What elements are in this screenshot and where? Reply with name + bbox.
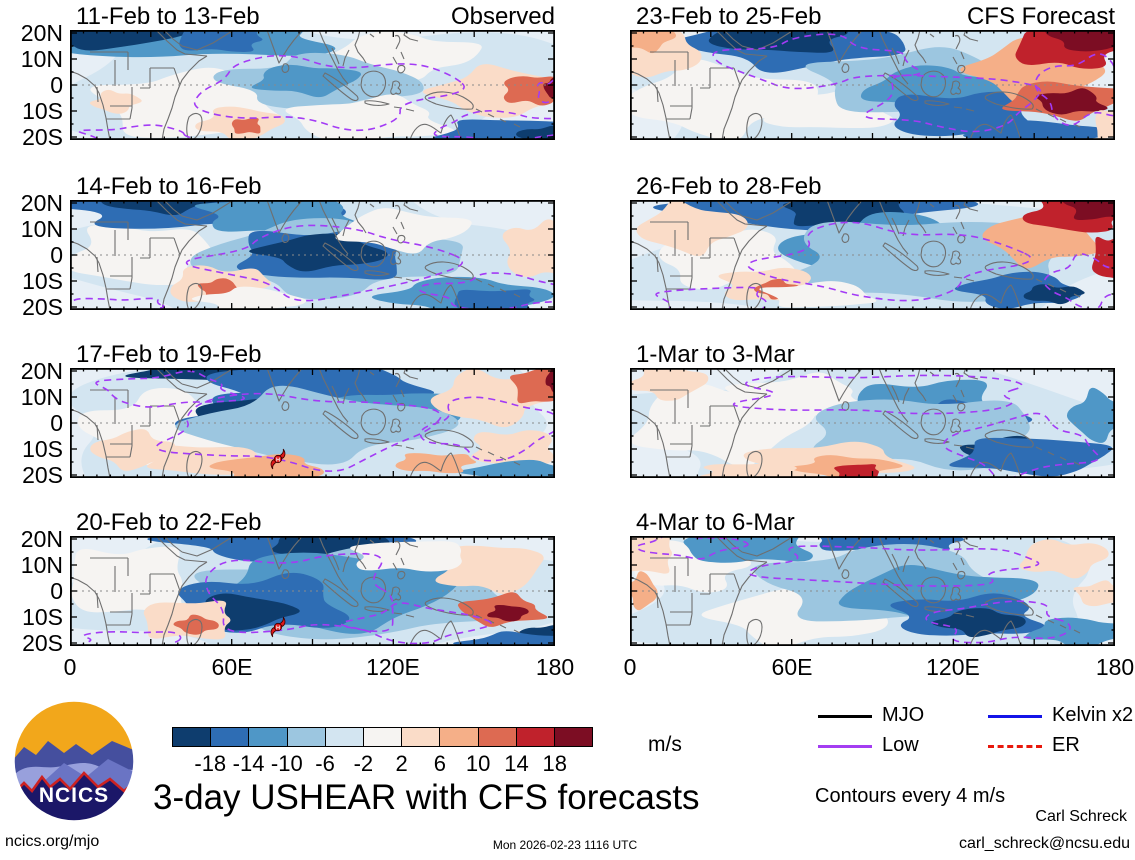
x-tick-label: 0 (63, 654, 77, 680)
generation-timestamp: Mon 2026-02-23 1116 UTC (492, 838, 638, 852)
shear-map (630, 368, 1115, 478)
panel-date-range: 23-Feb to 25-Feb (636, 3, 822, 30)
colorbar-tick-label: 14 (504, 751, 529, 776)
y-tick-label: 20N (20, 190, 63, 216)
y-tick-label: 10N (20, 46, 63, 72)
colorbar (172, 727, 593, 747)
panel-date-range: 1-Mar to 3-Mar (636, 341, 795, 368)
author-email: carl_schreck@ncsu.edu (959, 835, 1130, 852)
x-tick-label: 180 (535, 654, 575, 680)
y-tick-label: 10S (22, 436, 63, 462)
panel-date-range: 11-Feb to 13-Feb (76, 3, 260, 30)
colorbar-cell (324, 728, 363, 746)
contour-interval-note: Contours every 4 m/s (815, 785, 1006, 807)
map-panel-forecast-3: 1-Mar to 3-Mar (630, 341, 1115, 478)
x-tick-label: 120E (926, 654, 980, 680)
colorbar-cell (248, 728, 287, 746)
colorbar-cell (477, 728, 516, 746)
legend-label-mjo: MJO (882, 704, 925, 726)
tropical-cyclone-icon: H (270, 448, 286, 470)
ncics-logo: NCICS (13, 700, 135, 822)
legend-label-low: Low (882, 734, 919, 756)
x-tick-label: 180 (1095, 654, 1135, 680)
y-tick-label: 20S (22, 294, 63, 320)
colorbar-cell (173, 728, 211, 746)
y-tick-label: 10N (20, 216, 63, 242)
x-tick-label: 0 (623, 654, 637, 680)
map-panel-observed-3: 17-Feb to 19-Feb H (70, 341, 555, 478)
x-tick-label: 60E (771, 654, 813, 680)
colorbar-tick-label: 18 (542, 751, 567, 776)
y-tick-label: 20N (20, 20, 63, 46)
column-label-forecast: CFS Forecast (966, 3, 1115, 30)
legend-line-mjo (818, 715, 872, 718)
panel-date-range: 4-Mar to 6-Mar (636, 509, 795, 536)
legend-label-kelvin: Kelvin x2 (1052, 704, 1134, 726)
colorbar-tick-label: -6 (315, 751, 335, 776)
legend-line-kelvin (988, 715, 1042, 718)
figure-title: 3-day USHEAR with CFS forecasts (153, 778, 700, 817)
colorbar-cell (515, 728, 554, 746)
logo-text: NCICS (39, 784, 109, 807)
colorbar-tick-label: 10 (465, 751, 491, 776)
colorbar-tick-label: -14 (232, 751, 265, 776)
colorbar-cell (210, 728, 249, 746)
legend-line-er (988, 745, 1042, 748)
map-panel-observed-4: 20-Feb to 22-Feb H (70, 509, 555, 646)
shear-map: H (70, 536, 555, 646)
shear-map (630, 30, 1115, 140)
shear-map (630, 536, 1115, 646)
panel-date-range: 26-Feb to 28-Feb (636, 173, 822, 200)
colorbar-tick-label: -10 (270, 751, 303, 776)
site-url: ncics.org/mjo (5, 833, 100, 850)
colorbar-cell (553, 728, 593, 746)
shear-map (630, 200, 1115, 310)
svg-text:H: H (276, 457, 280, 463)
map-panel-observed-2: 14-Feb to 16-Feb (70, 173, 555, 310)
y-tick-label: 20S (22, 630, 63, 656)
colorbar-tick-label: -2 (353, 751, 374, 776)
legend-label-er: ER (1052, 734, 1080, 756)
colorbar-cell (401, 728, 440, 746)
y-tick-label: 20S (22, 124, 63, 150)
y-tick-label: 10S (22, 98, 63, 124)
x-tick-label: 120E (366, 654, 420, 680)
map-panel-observed-1: 11-Feb to 13-Feb Observed (70, 3, 555, 140)
y-tick-label: 20S (22, 462, 63, 488)
colorbar-tick-label: -18 (194, 751, 227, 776)
map-panel-forecast-4: 4-Mar to 6-Mar (630, 509, 1115, 646)
y-tick-label: 10S (22, 604, 63, 630)
x-tick-label: 60E (211, 654, 253, 680)
y-tick-label: 0 (50, 242, 63, 268)
y-tick-label: 10N (20, 384, 63, 410)
y-tick-label: 0 (50, 578, 63, 604)
panel-date-range: 20-Feb to 22-Feb (76, 509, 262, 536)
colorbar-tick-label: 6 (433, 751, 447, 776)
colorbar-cell (286, 728, 325, 746)
y-tick-label: 20N (20, 526, 63, 552)
y-tick-label: 0 (50, 72, 63, 98)
y-tick-label: 10N (20, 552, 63, 578)
colorbar-cell (362, 728, 402, 746)
map-panel-forecast-2: 26-Feb to 28-Feb (630, 173, 1115, 310)
map-panel-forecast-1: 23-Feb to 25-Feb CFS Forecast (630, 3, 1115, 140)
panel-date-range: 17-Feb to 19-Feb (76, 341, 262, 368)
tropical-cyclone-icon: H (270, 616, 286, 638)
shear-map: H (70, 368, 555, 478)
shear-map (70, 200, 555, 310)
colorbar-cell (439, 728, 478, 746)
shear-map (70, 30, 555, 140)
colorbar-tick-label: 2 (395, 751, 408, 776)
logo-mountains (14, 741, 134, 821)
legend-line-low (818, 745, 872, 748)
author-name: Carl Schreck (1035, 808, 1127, 825)
y-tick-label: 10S (22, 268, 63, 294)
colorbar-units-label: m/s (648, 733, 682, 756)
svg-text:H: H (276, 625, 280, 631)
panel-date-range: 14-Feb to 16-Feb (76, 173, 262, 200)
y-tick-label: 20N (20, 358, 63, 384)
y-tick-label: 0 (50, 410, 63, 436)
column-label-observed: Observed (450, 3, 555, 30)
